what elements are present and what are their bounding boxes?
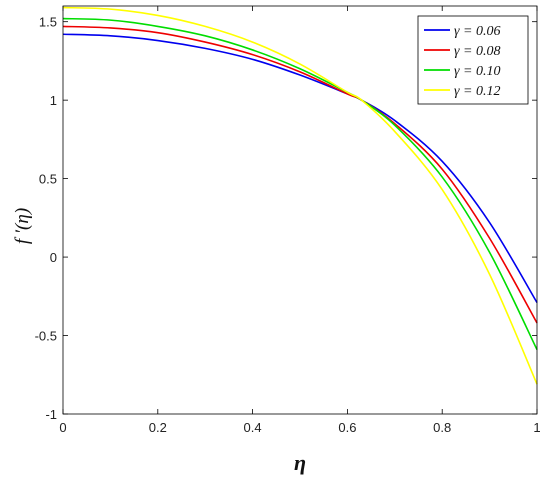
legend-entry: γ = 0.10 <box>454 64 500 79</box>
y-tick-label: 1.5 <box>39 15 57 30</box>
y-axis-label: f ′(η) <box>12 208 33 244</box>
x-tick-label: 1 <box>533 420 540 435</box>
legend-entry: γ = 0.08 <box>454 44 500 59</box>
y-tick-label: -1 <box>45 407 57 422</box>
axes: 0 0.2 0.4 0.6 0.8 1 -1 -0.5 0 0.5 1 1.5 <box>35 5 541 435</box>
legend: γ = 0.06 γ = 0.08 γ = 0.10 γ = 0.12 <box>417 15 529 105</box>
y-tick-label: -0.5 <box>35 329 57 344</box>
axes-box <box>62 5 538 415</box>
y-tick-label: 0.5 <box>39 172 57 187</box>
plot-area <box>62 6 538 385</box>
x-axis-label: η <box>294 450 306 475</box>
x-tick-label: 0.4 <box>244 420 262 435</box>
series-line-4 <box>62 6 538 385</box>
x-tick-label: 0 <box>59 420 66 435</box>
x-tick-label: 0.8 <box>433 420 451 435</box>
legend-entry: γ = 0.12 <box>454 84 500 99</box>
legend-entry: γ = 0.06 <box>454 24 500 39</box>
x-tick-label: 0.2 <box>149 420 167 435</box>
x-tick-label: 0.6 <box>338 420 356 435</box>
y-tick-label: 1 <box>50 93 57 108</box>
y-tick-label: 0 <box>50 250 57 265</box>
series-line-2 <box>62 25 538 324</box>
